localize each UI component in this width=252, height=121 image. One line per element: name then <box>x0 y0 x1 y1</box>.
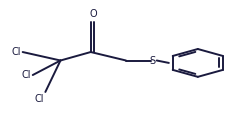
Text: S: S <box>149 56 155 66</box>
Text: Cl: Cl <box>11 47 21 57</box>
Text: Cl: Cl <box>22 70 32 80</box>
Text: O: O <box>89 9 97 19</box>
Text: Cl: Cl <box>35 94 44 104</box>
